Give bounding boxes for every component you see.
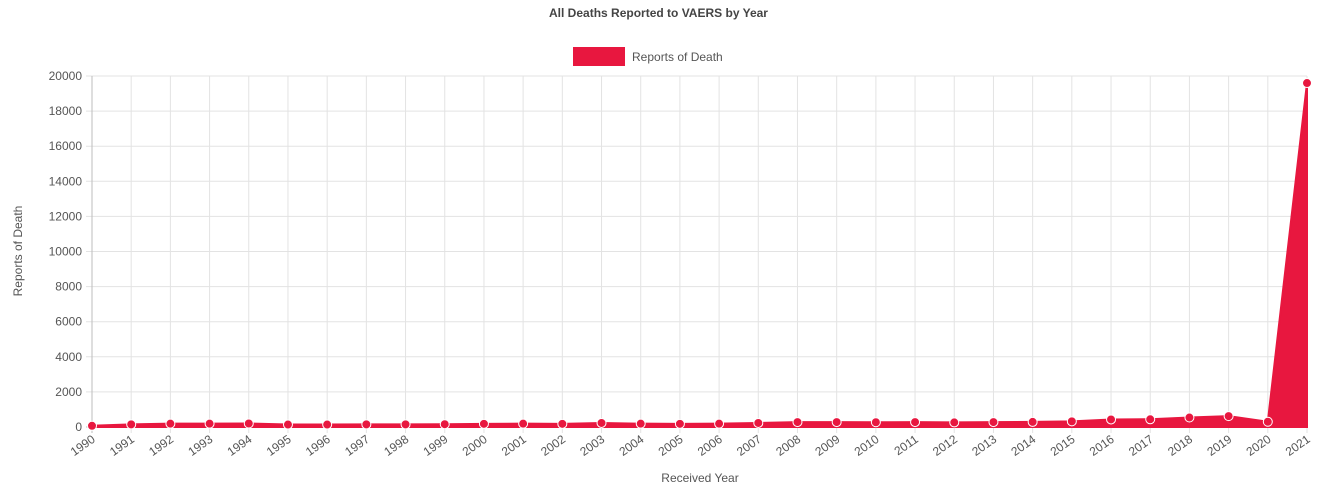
data-point	[518, 418, 529, 429]
x-tick-label: 2015	[1048, 432, 1078, 459]
data-point	[674, 418, 685, 429]
x-tick-label: 1991	[107, 432, 137, 459]
y-tick-label: 4000	[55, 350, 82, 364]
y-tick-label: 12000	[49, 209, 83, 223]
data-point	[714, 418, 725, 429]
data-point	[1145, 414, 1156, 425]
y-tick-label: 18000	[49, 104, 83, 118]
legend-label: Reports of Death	[632, 50, 723, 64]
data-point	[282, 419, 293, 430]
x-tick-label: 2009	[812, 432, 842, 459]
x-tick-label: 2018	[1165, 432, 1195, 459]
x-tick-label: 2021	[1283, 432, 1313, 459]
series-area	[91, 82, 1308, 428]
data-point	[792, 417, 803, 428]
x-tick-label: 1999	[421, 432, 451, 459]
data-point	[1184, 412, 1195, 423]
y-axis-title: Reports of Death	[11, 206, 25, 297]
x-tick-label: 2008	[773, 432, 803, 459]
legend-swatch	[573, 47, 625, 66]
data-point	[87, 420, 97, 431]
data-point	[322, 419, 333, 430]
y-tick-label: 10000	[49, 245, 83, 259]
data-point	[870, 417, 881, 428]
x-tick-label: 1990	[68, 432, 98, 459]
data-point	[1106, 414, 1117, 425]
x-tick-label: 2005	[656, 432, 686, 459]
x-tick-label: 2019	[1204, 432, 1234, 459]
x-tick-label: 2011	[892, 432, 921, 458]
x-tick-label: 2012	[930, 432, 960, 459]
x-tick-label: 1996	[303, 432, 333, 459]
data-point	[361, 419, 372, 430]
data-point	[596, 417, 607, 428]
data-point	[439, 419, 450, 430]
x-tick-label: 2020	[1244, 432, 1274, 459]
y-tick-label: 0	[75, 420, 82, 434]
y-tick-label: 16000	[49, 139, 83, 153]
x-tick-label: 1993	[185, 432, 215, 459]
x-tick-label: 2014	[1008, 432, 1038, 459]
data-point	[1262, 416, 1273, 427]
y-tick-label: 8000	[55, 280, 82, 294]
x-tick-label: 2010	[852, 432, 882, 459]
y-tick-label: 14000	[49, 174, 83, 188]
x-tick-label: 2004	[617, 432, 647, 459]
data-point	[126, 419, 137, 430]
x-tick-label: 1997	[342, 432, 372, 459]
x-tick-label: 1992	[146, 432, 176, 459]
data-point	[204, 418, 215, 429]
x-tick-label: 2016	[1087, 432, 1117, 459]
y-tick-label: 20000	[49, 69, 83, 83]
x-tick-label: 2006	[695, 432, 725, 459]
data-point	[1302, 78, 1312, 89]
x-tick-label: 2007	[734, 432, 764, 459]
x-tick-label: 2017	[1126, 432, 1156, 459]
x-axis-title: Received Year	[661, 471, 738, 485]
data-point	[949, 417, 960, 428]
data-point	[1223, 411, 1234, 422]
data-point	[988, 417, 999, 428]
data-point	[910, 417, 921, 428]
x-tick-label: 2002	[538, 432, 568, 459]
x-tick-label: 2003	[577, 432, 607, 459]
data-point	[753, 417, 764, 428]
data-point	[635, 418, 646, 429]
data-point	[478, 418, 489, 429]
data-point	[243, 418, 254, 429]
chart-title: All Deaths Reported to VAERS by Year	[549, 6, 768, 20]
x-tick-label: 2013	[969, 432, 999, 459]
data-point	[1066, 416, 1077, 427]
x-tick-label: 1995	[264, 432, 294, 459]
data-point	[400, 419, 411, 430]
x-tick-label: 2000	[460, 432, 490, 459]
y-tick-label: 2000	[55, 385, 82, 399]
data-point	[165, 418, 176, 429]
y-tick-label: 6000	[55, 315, 82, 329]
x-tick-label: 1994	[225, 432, 255, 459]
data-point	[557, 418, 568, 429]
data-point	[1027, 416, 1038, 427]
data-point	[831, 417, 842, 428]
x-tick-label: 2001	[499, 432, 529, 459]
x-tick-label: 1998	[381, 432, 411, 459]
